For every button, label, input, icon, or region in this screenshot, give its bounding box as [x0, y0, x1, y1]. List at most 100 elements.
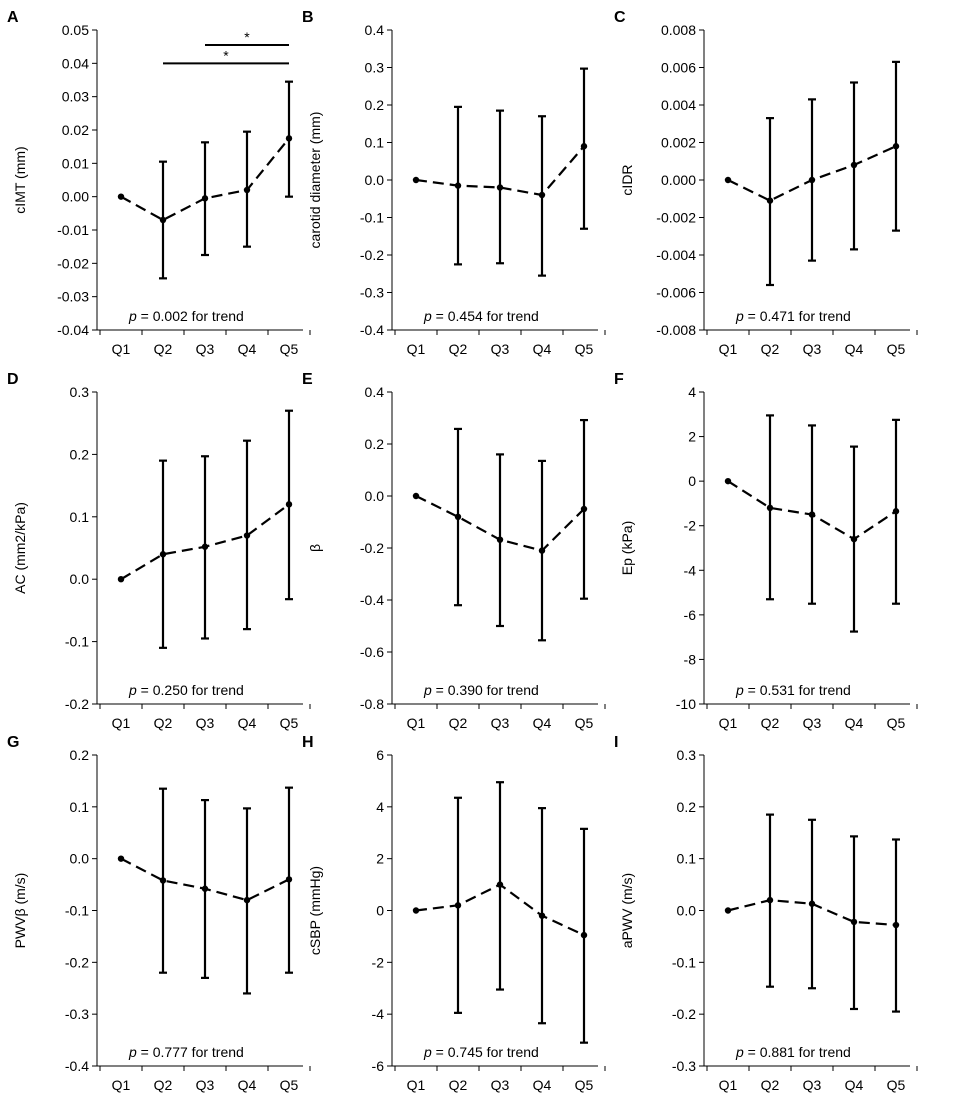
data-point-q3	[808, 511, 816, 518]
y-tick-label: 0.1	[70, 509, 90, 525]
y-tick-label: 0.3	[677, 747, 697, 763]
data-point-q4	[850, 161, 858, 169]
y-tick-label: 0.04	[62, 55, 89, 71]
x-tick-label: Q5	[280, 1077, 299, 1093]
significance-star: *	[223, 47, 229, 63]
data-point-q3	[808, 176, 816, 184]
y-axis-title: Ep (kPa)	[619, 521, 635, 575]
x-tick-label: Q4	[533, 715, 552, 731]
y-tick-label: -0.1	[65, 903, 89, 919]
data-point-q1	[724, 907, 732, 914]
data-point-q4	[538, 912, 546, 919]
panel-letter-b: B	[302, 9, 314, 26]
y-tick-label: -4	[372, 1006, 385, 1022]
x-tick-label: Q3	[803, 715, 822, 731]
y-tick-label: -0.3	[672, 1058, 696, 1074]
x-tick-label: Q1	[112, 715, 131, 731]
data-point-q5	[892, 143, 900, 150]
y-tick-label: -0.3	[360, 285, 384, 301]
data-point-q5	[285, 501, 293, 508]
panel-b: B -0.4 -0.3 -0.2 -0.1 0.0 0.1 0.2 0.3 0.4 Q1 Q2 Q3 Q4…	[302, 9, 606, 357]
x-tick-label: Q4	[238, 1077, 257, 1093]
x-tick-label: Q4	[238, 715, 257, 731]
y-tick-label: 0.4	[365, 22, 385, 38]
y-tick-label: 0.1	[365, 135, 385, 151]
y-tick-label: 0.01	[62, 155, 89, 171]
data-point-q3	[496, 536, 504, 543]
x-tick-label: Q3	[491, 341, 510, 357]
y-tick-label: -0.004	[656, 247, 696, 263]
y-axis-title: AC (mm2/kPa)	[12, 502, 28, 594]
y-tick-label: 0.2	[70, 747, 90, 763]
y-tick-label: -0.006	[656, 285, 696, 301]
y-tick-label: -0.2	[360, 247, 384, 263]
data-point-q5	[285, 876, 293, 883]
y-axis-title: cIDR	[619, 164, 635, 195]
y-tick-label: -2	[372, 954, 385, 970]
y-tick-label: -0.6	[360, 644, 384, 660]
y-tick-label: -0.1	[360, 210, 384, 226]
x-tick-label: Q1	[407, 715, 426, 731]
x-tick-label: Q2	[449, 1077, 468, 1093]
panel-f: F -10 -8 -6 -4 -2 0 2 4 Q1 Q2 Q3 Q4 Q5 Ep (kPa) p = 0.5…	[614, 371, 918, 731]
x-tick-label: Q5	[575, 715, 594, 731]
data-point-q1	[724, 477, 732, 485]
y-tick-label: 4	[688, 384, 696, 400]
data-point-q2	[159, 216, 167, 224]
x-tick-label: Q5	[887, 1077, 906, 1093]
x-tick-label: Q4	[533, 1077, 552, 1093]
y-tick-label: 0.4	[365, 384, 385, 400]
panel-letter-i: I	[614, 734, 618, 751]
y-axis-title: aPWV (m/s)	[619, 873, 635, 948]
y-tick-label: 0.002	[661, 135, 696, 151]
data-point-q4	[243, 532, 251, 539]
panel-letter-c: C	[614, 9, 626, 26]
y-tick-label: 0.0	[677, 903, 697, 919]
y-tick-label: 0.00	[62, 189, 89, 205]
x-tick-label: Q2	[449, 341, 468, 357]
x-tick-label: Q5	[575, 1077, 594, 1093]
data-point-q1	[412, 492, 420, 500]
y-tick-label: 0.006	[661, 60, 696, 76]
data-point-q1	[412, 907, 420, 914]
y-tick-label: 6	[376, 747, 384, 763]
y-tick-label: 0.000	[661, 172, 696, 188]
data-point-q2	[766, 896, 774, 904]
x-tick-label: Q5	[887, 715, 906, 731]
x-tick-label: Q1	[112, 1077, 131, 1093]
y-tick-label: -0.4	[360, 322, 384, 338]
y-tick-label: -0.3	[65, 1006, 89, 1022]
data-point-q4	[243, 186, 251, 194]
y-tick-label: 0	[376, 903, 384, 919]
p-value-annotation: p = 0.777 for trend	[128, 1044, 244, 1060]
panel-letter-a: A	[7, 9, 19, 26]
data-point-q2	[454, 513, 462, 520]
y-tick-label: -6	[372, 1058, 385, 1074]
y-tick-label: -6	[684, 607, 697, 623]
panel-a: A -0.04 -0.03 -0.02 -0.01 0.00 0.01 0.02 0.03 0.0…	[7, 9, 311, 357]
y-tick-label: 2	[688, 429, 696, 445]
data-point-q2	[159, 551, 167, 558]
y-tick-label: 0.0	[70, 571, 90, 587]
x-tick-label: Q1	[719, 1077, 738, 1093]
data-point-q5	[892, 921, 900, 929]
data-point-q3	[496, 184, 504, 191]
data-point-q3	[808, 900, 816, 907]
y-tick-label: 4	[376, 799, 384, 815]
data-point-q4	[243, 896, 251, 904]
data-point-q4	[538, 191, 546, 199]
y-axis-title: cSBP (mmHg)	[307, 866, 323, 955]
data-point-q1	[117, 855, 125, 862]
y-axis-title: PWVβ (m/s)	[12, 873, 28, 949]
y-tick-label: -4	[684, 562, 697, 578]
panel-letter-f: F	[614, 371, 624, 388]
x-tick-label: Q4	[238, 341, 257, 357]
y-tick-label: -0.04	[57, 322, 89, 338]
x-tick-label: Q1	[407, 341, 426, 357]
data-point-q2	[454, 902, 462, 909]
x-tick-label: Q1	[719, 341, 738, 357]
y-tick-label: 0.1	[70, 799, 90, 815]
data-point-q2	[454, 182, 462, 189]
panel-i: I -0.3 -0.2 -0.1 0.0 0.1 0.2 0.3 Q1 Q2 Q3 Q4 Q5 aPWV …	[614, 734, 918, 1093]
